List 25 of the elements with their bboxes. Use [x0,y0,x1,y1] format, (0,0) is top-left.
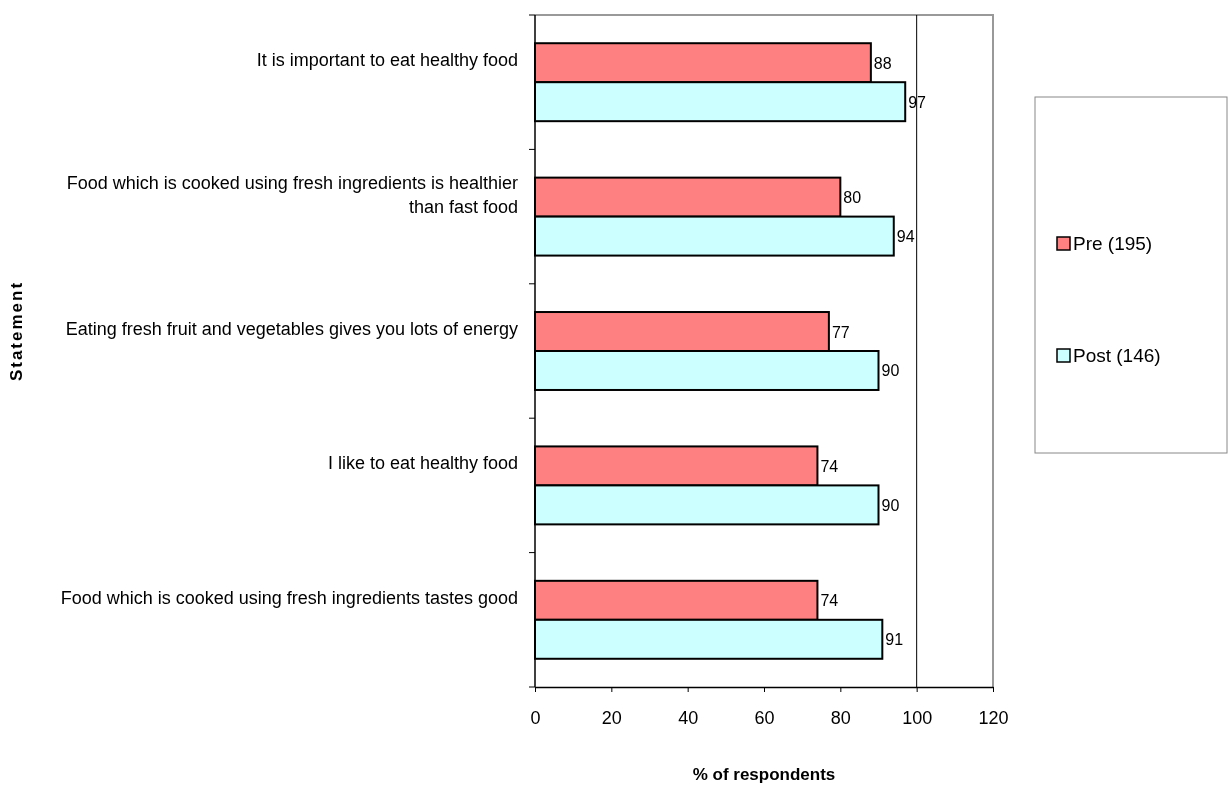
data-label: 88 [873,54,892,72]
data-label: 91 [885,631,904,649]
y-tick-label: It is important to eat healthy food [256,50,518,71]
x-tick-label: 0 [530,707,541,728]
x-tick-label: 80 [830,707,851,728]
data-label: 94 [896,228,915,246]
x-axis-title: % of respondents [692,765,836,784]
x-tick-label: 120 [978,707,1009,728]
y-tick-label: I like to eat healthy food [327,453,518,474]
x-tick-label: 20 [601,707,622,728]
data-label: 90 [881,496,900,514]
x-tick-label: 100 [902,707,933,728]
y-axis-title: Statement [7,280,26,382]
y-tick-label: Food which is cooked using fresh ingredients tastes good [60,587,518,608]
y-tick-label: Eating fresh fruit and vegetables gives you lots of energy [65,319,518,339]
data-label: 90 [881,362,900,380]
x-tick-label: 60 [754,707,775,728]
legend-label: Post (146) [1073,345,1161,366]
y-tick-label: Food which is cooked using fresh ingredients is healthier than fast food [66,172,518,217]
data-label: 74 [820,592,839,610]
data-label: 74 [820,457,839,475]
data-label: 80 [843,189,862,207]
legend-label: Pre (195) [1073,233,1153,254]
data-label: 77 [831,323,850,341]
x-tick-label: 40 [678,707,699,728]
